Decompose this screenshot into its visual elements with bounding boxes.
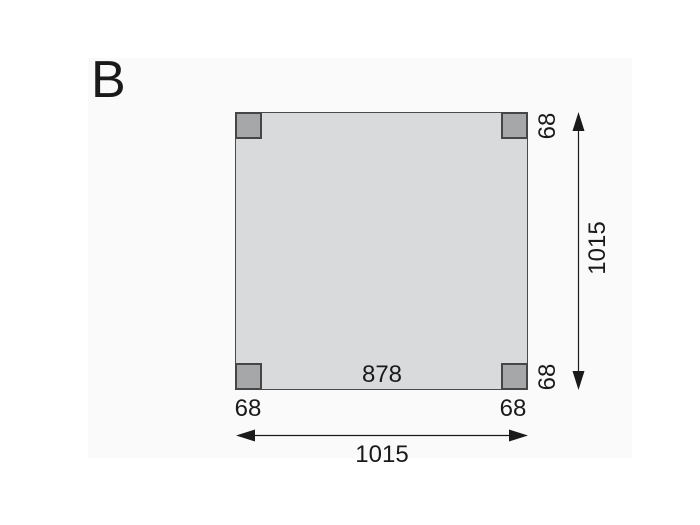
deck-outline <box>235 112 528 390</box>
dimension-post-bottom-right: 68 <box>499 395 527 422</box>
post-bottom-left <box>235 363 262 390</box>
dimension-inner-span: 878 <box>361 361 403 388</box>
variant-letter: B <box>91 51 126 109</box>
dimension-overall-width: 1015 <box>355 441 409 468</box>
dimension-post-top-right: 68 <box>534 112 561 140</box>
post-bottom-right <box>501 363 528 390</box>
post-top-left <box>235 112 262 139</box>
dimension-post-bottom-left: 68 <box>234 395 262 422</box>
dimension-overall-height: 1015 <box>584 221 611 275</box>
post-top-right <box>501 112 528 139</box>
dimension-post-bottom-right-side: 68 <box>534 363 561 391</box>
